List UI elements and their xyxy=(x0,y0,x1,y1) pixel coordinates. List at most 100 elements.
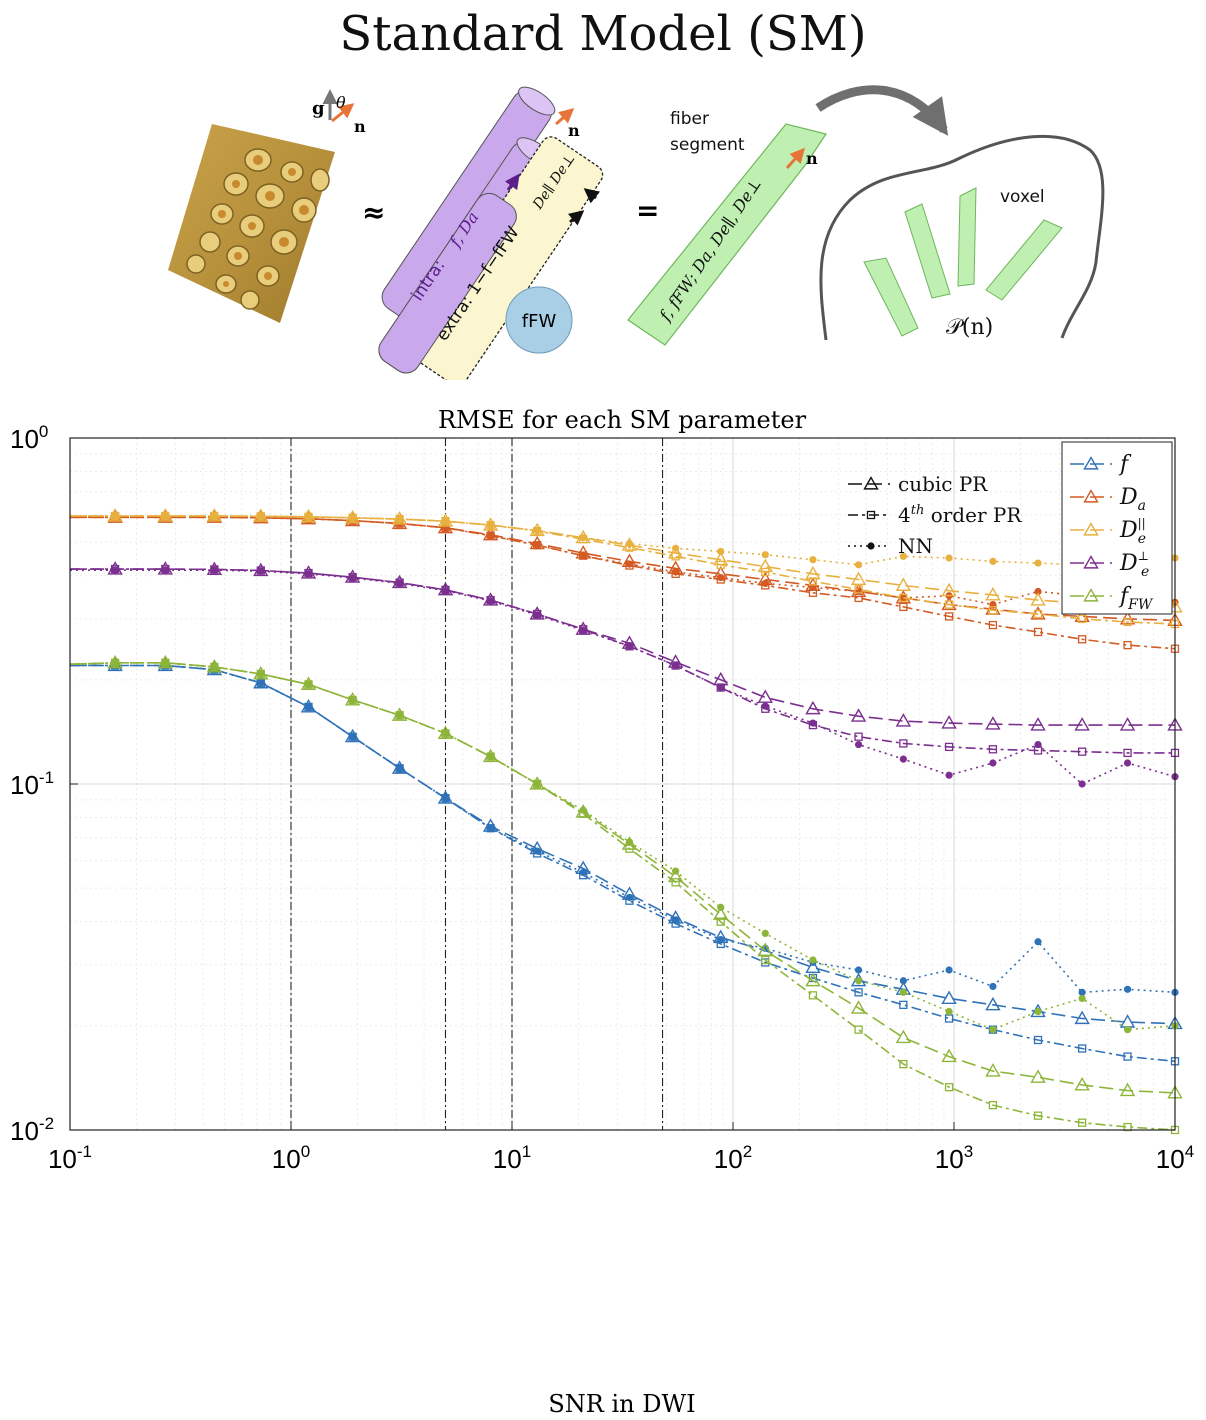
x-tick-labels: 10-1 100 101 102 103 104 xyxy=(48,1122,1194,1174)
point-fFW-cubic xyxy=(621,836,638,850)
point-De_par-fourth xyxy=(625,543,634,552)
parameter-legend-marker xyxy=(1083,588,1099,602)
y-tick-label: 100 xyxy=(10,422,48,454)
chart-title: RMSE for each SM parameter xyxy=(438,406,807,434)
point-De_par-nn xyxy=(441,517,450,525)
point-De_perp-cubic xyxy=(482,592,499,606)
point-f-cubic xyxy=(985,996,1001,1011)
intra-diffusion-arrow xyxy=(504,173,520,191)
line-De_perp-cubic xyxy=(70,568,1175,726)
point-f-cubic xyxy=(529,840,545,855)
point-De_par-cubic xyxy=(529,522,545,537)
point-De_par-cubic xyxy=(985,586,1001,601)
point-Da-nn xyxy=(1034,587,1042,596)
n-label: n xyxy=(354,117,366,136)
point-De_perp-nn xyxy=(441,587,450,595)
free-water-ball xyxy=(505,286,573,354)
point-f-cubic xyxy=(1074,1010,1090,1025)
point-f-fourth xyxy=(579,871,588,880)
point-fFW-nn xyxy=(809,956,817,964)
point-f-nn xyxy=(945,966,953,974)
parameter-legend-label-Da: Da xyxy=(1119,485,1146,514)
point-De_par-nn xyxy=(989,557,997,565)
point-De_par-fourth xyxy=(899,593,908,603)
x-tick-label: 104 xyxy=(1156,1142,1194,1174)
point-De_perp-cubic xyxy=(941,715,957,729)
line-De_par-cubic xyxy=(70,515,1176,608)
point-fFW-cubic xyxy=(157,654,174,669)
point-De_par-fourth xyxy=(808,577,818,586)
point-De_perp-nn xyxy=(989,759,997,767)
point-De_par-nn xyxy=(161,512,169,520)
point-fFW-fourth xyxy=(716,917,725,926)
point-f-fourth xyxy=(899,1000,908,1009)
point-De_par-cubic xyxy=(482,517,499,531)
point-fFW-fourth xyxy=(988,1100,998,1110)
n-label-compartment: n xyxy=(568,121,580,140)
y-tick-label: 10-2 xyxy=(10,1114,54,1146)
point-De_par-cubic xyxy=(757,558,774,573)
point-De_par-cubic xyxy=(107,508,123,522)
point-De_par-cubic xyxy=(667,545,684,559)
point-De_perp-fourth xyxy=(761,704,770,713)
x-tick-label: 101 xyxy=(493,1142,531,1174)
line-f-cubic xyxy=(70,664,1176,1025)
parameter-legend-label-De_par: D|| e xyxy=(1119,516,1146,547)
point-fFW-nn xyxy=(761,929,769,938)
method-legend-marker xyxy=(863,476,879,490)
point-De_perp-nn xyxy=(854,740,863,749)
point-De_par-nn xyxy=(809,556,817,564)
point-f-cubic xyxy=(253,674,269,689)
point-De_perp-cubic xyxy=(1074,717,1090,731)
tissue-micrograph xyxy=(168,124,335,323)
point-f-fourth xyxy=(671,919,680,928)
point-De_par-nn xyxy=(717,547,725,556)
point-fFW-fourth xyxy=(1033,1111,1043,1120)
point-De_par-nn xyxy=(1034,559,1042,567)
point-f-nn xyxy=(854,966,863,974)
point-De_par-fourth xyxy=(988,606,998,615)
point-De_perp-cubic xyxy=(850,708,867,722)
point-Da-fourth xyxy=(579,551,588,560)
y-tick-label: 10-1 xyxy=(10,768,54,800)
point-fFW-nn xyxy=(854,977,863,985)
fiber-label-line2: segment xyxy=(670,135,745,155)
method-legend-label: cubic PR xyxy=(898,472,988,496)
x-tick-label: 100 xyxy=(272,1142,310,1174)
point-fFW-nn xyxy=(161,659,169,667)
point-fFW-cubic xyxy=(757,942,774,957)
point-De_perp-cubic xyxy=(300,565,317,579)
point-f-nn xyxy=(989,982,997,991)
point-f-cubic xyxy=(621,886,638,900)
point-De_perp-nn xyxy=(1123,759,1132,767)
point-De_par-cubic xyxy=(206,508,223,522)
point-fFW-cubic xyxy=(713,906,729,920)
point-De_perp-nn xyxy=(717,683,725,692)
point-De_par-fourth xyxy=(1033,609,1043,619)
point-Da-fourth xyxy=(761,581,770,590)
point-f-cubic xyxy=(300,699,317,713)
voxel-label: voxel xyxy=(1000,187,1045,207)
y-tick-labels: 10-2 10-1 100 xyxy=(10,422,78,1146)
n-arrow-fiber xyxy=(785,147,805,169)
point-De_perp-cubic xyxy=(1119,717,1136,731)
point-De_par-cubic xyxy=(300,508,317,523)
point-De_perp-fourth xyxy=(1123,748,1132,758)
fiber-label-line1: fiber xyxy=(670,109,709,129)
figure-title: Standard Model (SM) xyxy=(339,6,867,62)
point-fFW-fourth xyxy=(1077,1118,1087,1127)
point-fFW-fourth xyxy=(944,1082,954,1092)
point-De_perp-cubic xyxy=(805,700,821,715)
point-De_par-nn xyxy=(945,554,953,562)
point-f-nn xyxy=(899,977,907,985)
point-De_par-cubic xyxy=(391,511,408,525)
method-legend-label: 4th order PR xyxy=(898,503,1022,527)
point-f-cubic xyxy=(437,790,454,804)
theta-label: θ xyxy=(336,93,346,112)
point-fFW-cubic xyxy=(437,725,454,740)
method-legend-marker xyxy=(867,542,875,550)
parameter-legend-marker xyxy=(1083,522,1099,536)
x-axis-label: SNR in DWI xyxy=(548,1390,695,1418)
point-f-fourth xyxy=(1033,1035,1043,1045)
